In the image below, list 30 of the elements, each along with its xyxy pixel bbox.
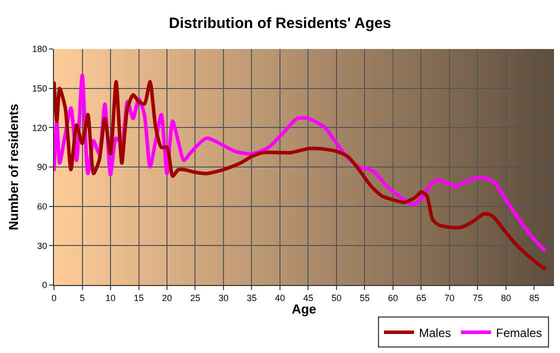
- x-tick-label: 30: [218, 292, 228, 303]
- x-tick-label: 0: [51, 292, 57, 303]
- x-tick-label: 25: [190, 292, 200, 303]
- x-tick-label: 85: [529, 292, 540, 303]
- chart-title: Distribution of Residents' Ages: [168, 15, 392, 32]
- legend-label: Males: [419, 326, 452, 340]
- x-tick-label: 35: [246, 292, 257, 303]
- y-tick-label: 60: [37, 201, 48, 212]
- y-axis-title: Number of residents: [6, 104, 21, 230]
- x-tick-label: 40: [274, 292, 285, 303]
- x-axis-title: Age: [292, 302, 316, 317]
- x-tick-label: 65: [416, 292, 426, 303]
- y-tick-label: 90: [37, 162, 48, 172]
- x-tick-label: 10: [105, 292, 116, 303]
- x-tick-label: 70: [444, 292, 454, 303]
- x-tick-label: 5: [80, 292, 85, 303]
- y-tick-label: 180: [32, 44, 48, 54]
- y-tick-label: 0: [42, 280, 48, 290]
- x-tick-label: 75: [472, 292, 483, 303]
- x-tick-label: 55: [360, 292, 370, 303]
- x-tick-label: 20: [162, 292, 172, 303]
- y-tick-label: 150: [32, 83, 48, 94]
- x-tick-label: 45: [303, 292, 314, 303]
- y-tick-label: 30: [37, 240, 48, 251]
- x-tick-label: 80: [500, 292, 511, 303]
- y-tick-label: 120: [32, 122, 48, 133]
- x-tick-label: 50: [331, 292, 342, 303]
- x-tick-label: 60: [388, 292, 398, 303]
- legend-label: Females: [496, 326, 542, 340]
- x-tick-label: 15: [134, 292, 144, 303]
